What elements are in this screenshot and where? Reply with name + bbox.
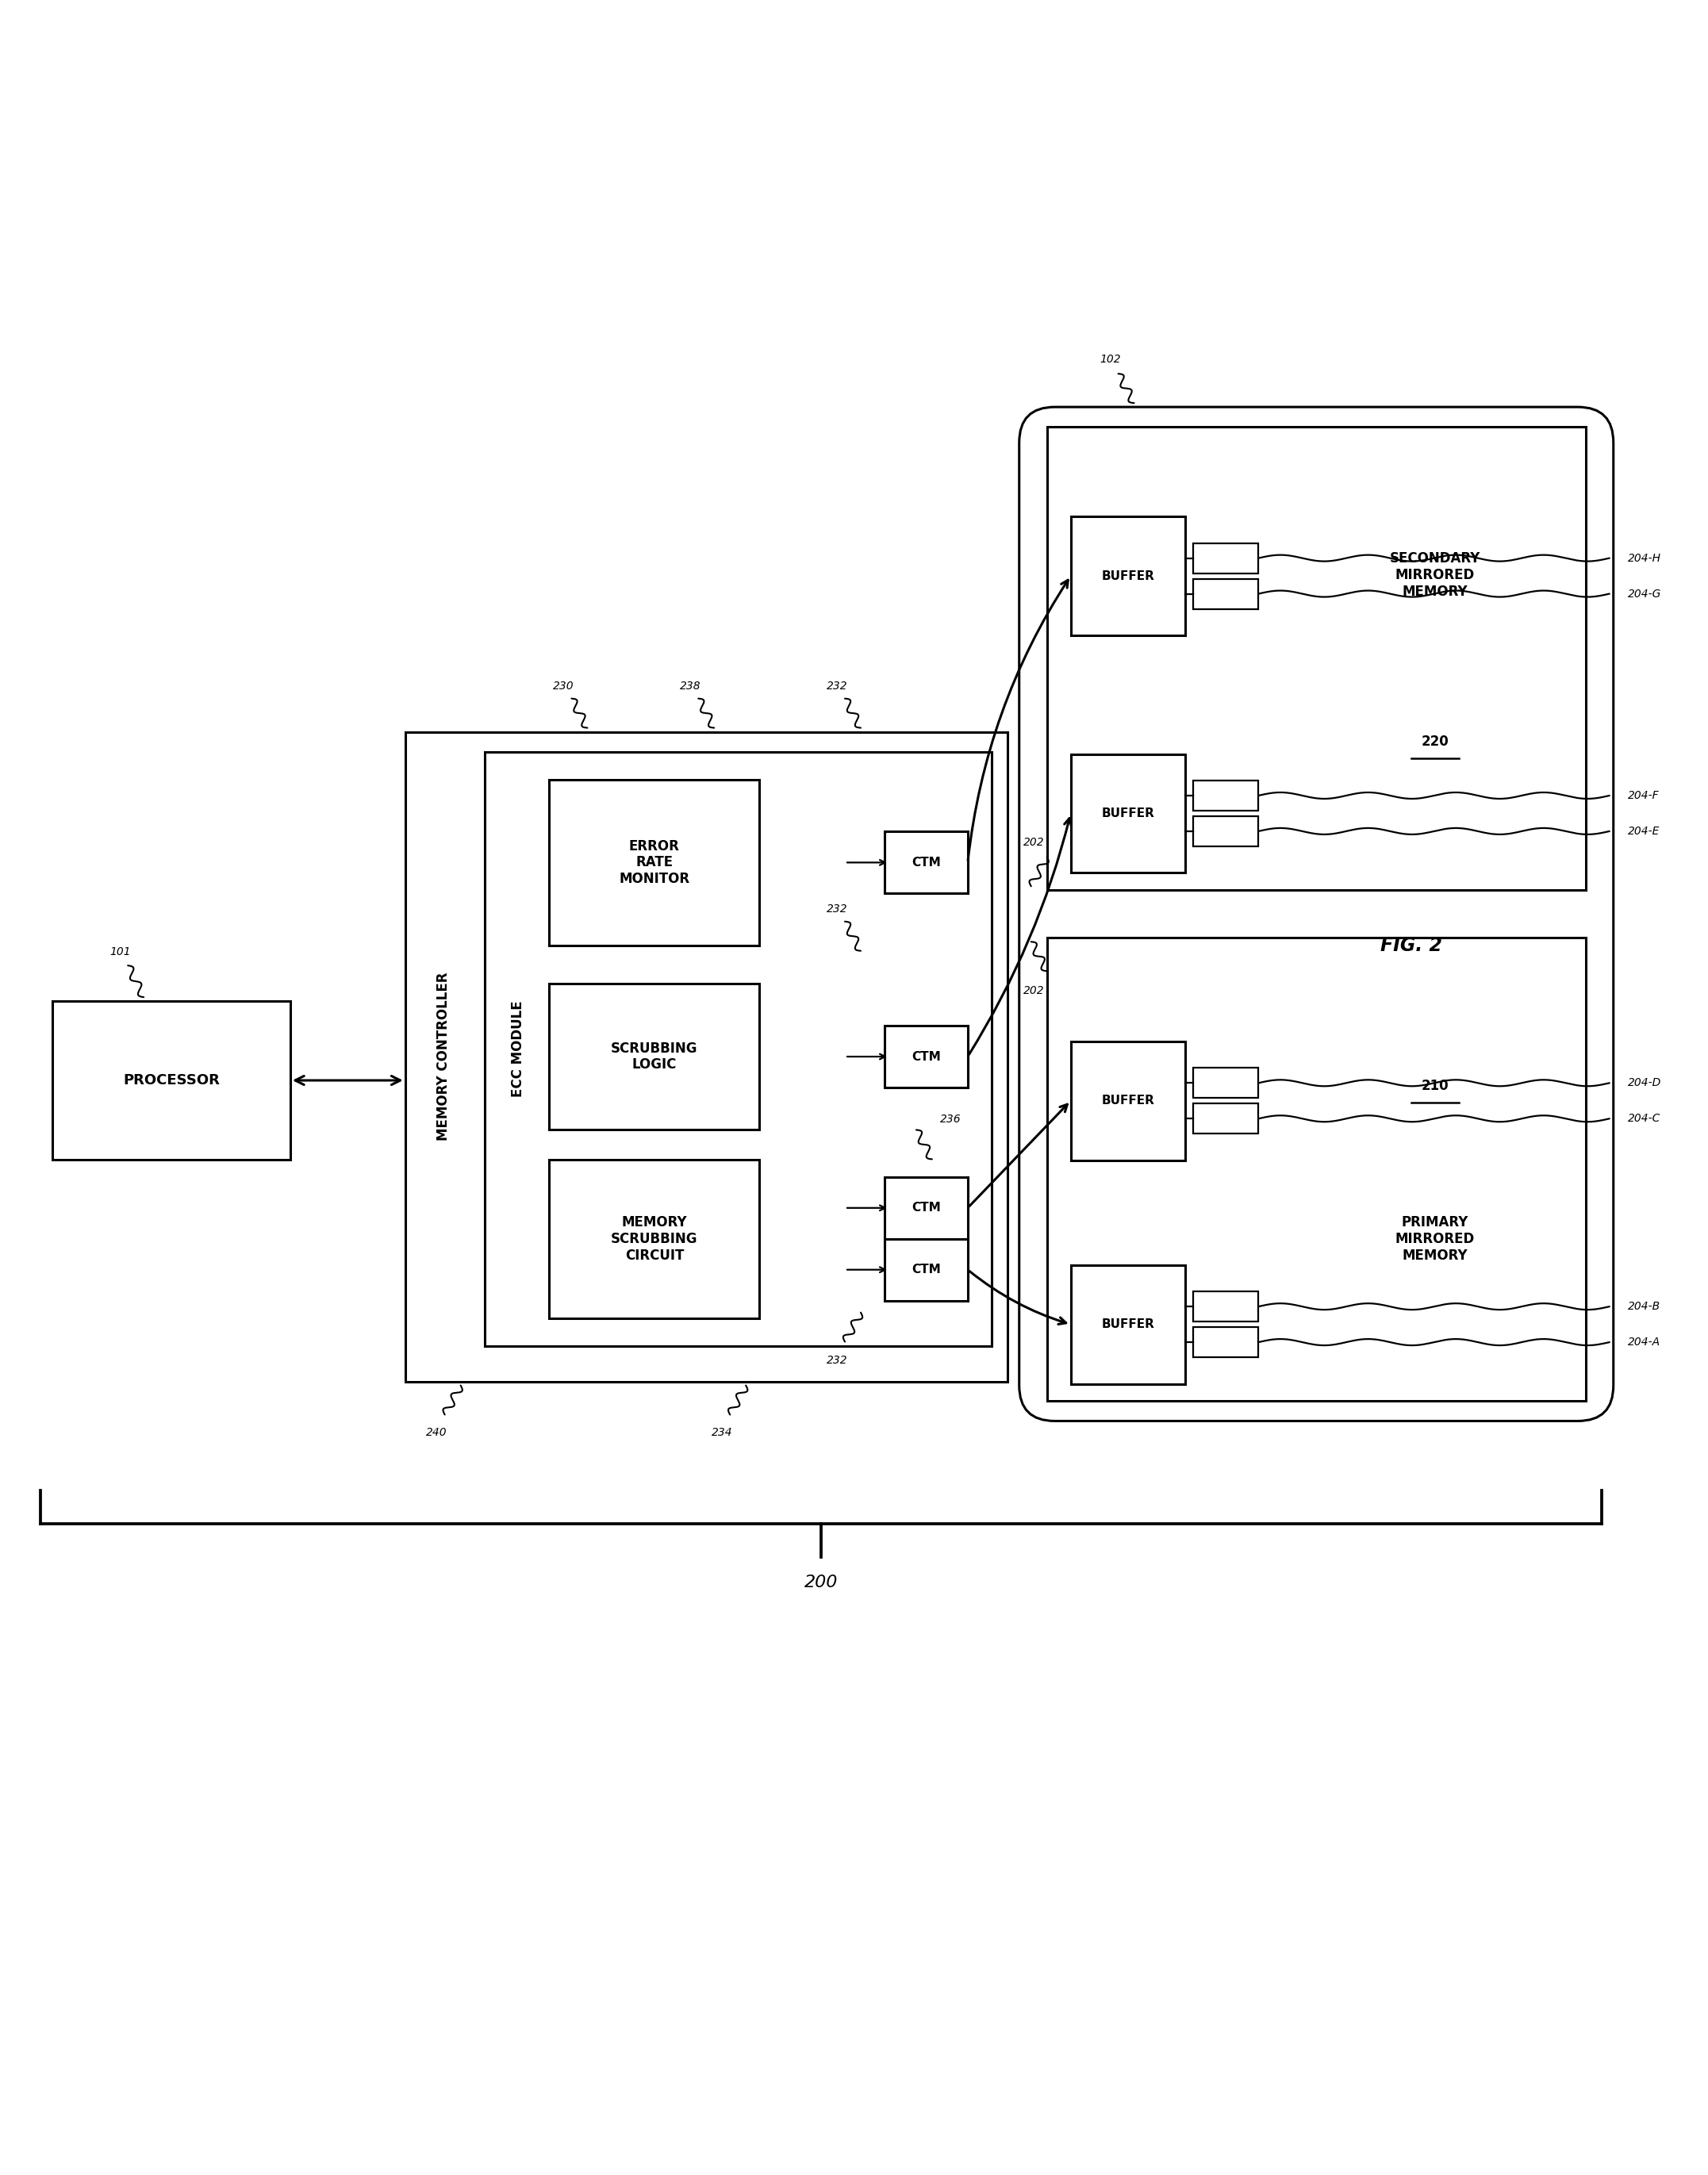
Text: CTM: CTM bbox=[912, 1264, 941, 1277]
Bar bbox=[1194, 1103, 1259, 1133]
Bar bbox=[485, 753, 991, 1346]
Bar bbox=[1194, 579, 1259, 609]
Text: SECONDARY
MIRRORED
MEMORY: SECONDARY MIRRORED MEMORY bbox=[1390, 552, 1481, 598]
Text: 204-D: 204-D bbox=[1628, 1077, 1662, 1088]
Text: MEMORY CONTROLLER: MEMORY CONTROLLER bbox=[436, 972, 451, 1142]
Bar bbox=[405, 731, 1008, 1381]
Text: 232: 232 bbox=[827, 903, 847, 913]
Text: 204-C: 204-C bbox=[1628, 1114, 1660, 1124]
Text: CTM: CTM bbox=[912, 857, 941, 868]
Text: 232: 232 bbox=[827, 1355, 847, 1366]
Bar bbox=[885, 831, 968, 894]
Text: PRIMARY
MIRRORED
MEMORY: PRIMARY MIRRORED MEMORY bbox=[1395, 1216, 1474, 1264]
Text: 240: 240 bbox=[427, 1427, 447, 1438]
Text: 202: 202 bbox=[1023, 985, 1044, 996]
Text: FIG. 2: FIG. 2 bbox=[1380, 935, 1442, 955]
FancyBboxPatch shape bbox=[1020, 407, 1614, 1420]
Text: 230: 230 bbox=[553, 681, 574, 692]
Text: 232: 232 bbox=[827, 681, 847, 692]
Bar bbox=[550, 779, 760, 946]
Bar bbox=[1194, 544, 1259, 574]
Text: 204-F: 204-F bbox=[1628, 790, 1658, 800]
Bar bbox=[1194, 781, 1259, 811]
Bar bbox=[885, 1027, 968, 1088]
Text: BUFFER: BUFFER bbox=[1102, 1318, 1155, 1331]
Text: 204-G: 204-G bbox=[1628, 587, 1662, 600]
Text: SCRUBBING
LOGIC: SCRUBBING LOGIC bbox=[611, 1042, 699, 1072]
Text: 102: 102 bbox=[1100, 355, 1120, 365]
Text: BUFFER: BUFFER bbox=[1102, 807, 1155, 820]
Text: BUFFER: BUFFER bbox=[1102, 570, 1155, 583]
Text: CTM: CTM bbox=[912, 1203, 941, 1214]
Bar bbox=[885, 1177, 968, 1240]
Text: 101: 101 bbox=[109, 946, 130, 957]
Bar bbox=[1194, 1327, 1259, 1357]
Text: CTM: CTM bbox=[912, 1051, 941, 1064]
Bar bbox=[550, 983, 760, 1129]
Text: 200: 200 bbox=[804, 1575, 839, 1590]
Bar bbox=[1071, 755, 1185, 872]
Text: ECC MODULE: ECC MODULE bbox=[511, 1001, 524, 1096]
Text: 234: 234 bbox=[712, 1427, 733, 1438]
Text: 202: 202 bbox=[1023, 837, 1044, 848]
Text: MEMORY
SCRUBBING
CIRCUIT: MEMORY SCRUBBING CIRCUIT bbox=[611, 1216, 699, 1262]
Bar bbox=[1071, 1266, 1185, 1383]
Text: 236: 236 bbox=[939, 1114, 962, 1124]
Bar bbox=[53, 1001, 290, 1159]
Text: 204-A: 204-A bbox=[1628, 1338, 1660, 1348]
Text: PROCESSOR: PROCESSOR bbox=[123, 1072, 220, 1088]
Bar bbox=[1047, 426, 1585, 890]
Text: 204-E: 204-E bbox=[1628, 826, 1660, 837]
Text: 204-H: 204-H bbox=[1628, 552, 1660, 563]
Bar bbox=[1194, 1292, 1259, 1322]
Bar bbox=[1071, 515, 1185, 635]
Text: 220: 220 bbox=[1421, 735, 1448, 748]
Bar bbox=[1047, 937, 1585, 1401]
Bar bbox=[550, 1159, 760, 1318]
Bar bbox=[1071, 1042, 1185, 1159]
Text: 204-B: 204-B bbox=[1628, 1301, 1660, 1312]
Bar bbox=[1194, 1068, 1259, 1098]
Text: 210: 210 bbox=[1421, 1079, 1448, 1094]
Text: ERROR
RATE
MONITOR: ERROR RATE MONITOR bbox=[618, 840, 690, 885]
Text: BUFFER: BUFFER bbox=[1102, 1094, 1155, 1107]
Bar bbox=[1194, 816, 1259, 846]
Text: 238: 238 bbox=[680, 681, 700, 692]
Bar bbox=[885, 1240, 968, 1301]
